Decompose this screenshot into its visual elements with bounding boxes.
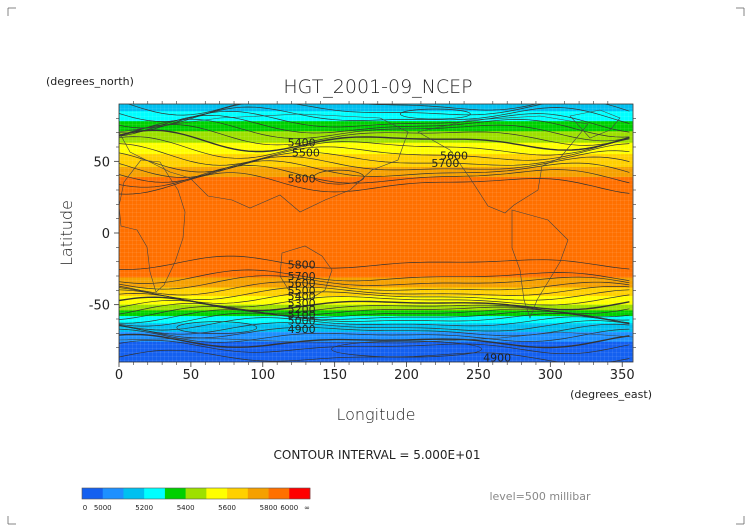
colorbar-label: 5800 [260, 504, 278, 512]
contour-line [119, 150, 630, 173]
x-axis-label: Longitude [336, 405, 415, 424]
contour-label: 5800 [288, 173, 316, 186]
contour-line [119, 275, 630, 290]
contour-label: 5700 [431, 157, 459, 170]
x-tick-label: 350 [610, 368, 635, 383]
colorbar-label: 5600 [218, 504, 236, 512]
y-axis: 50 0 -50 [89, 118, 636, 348]
x-tick-label: 150 [322, 368, 347, 383]
colorbar-swatch [164, 488, 186, 499]
contour-line [119, 328, 630, 343]
contour-line [119, 136, 630, 159]
contour-line [119, 309, 630, 324]
contour-line [119, 110, 630, 134]
x-tick-label: 250 [466, 368, 491, 383]
contour-line [119, 289, 630, 304]
contour-interval-text: CONTOUR INTERVAL = 5.000E+01 [274, 448, 481, 462]
contour-line [119, 281, 630, 296]
colorbar-swatch [123, 488, 145, 499]
contour-line [119, 312, 630, 327]
colorbar-swatch [185, 488, 207, 499]
colorbar-label: 5400 [177, 504, 195, 512]
y-tick-label: 0 [102, 227, 110, 242]
contour-line [119, 172, 630, 195]
contour-label: 5200 [288, 303, 316, 316]
contour-line [119, 316, 630, 331]
colorbar: 0 5000 5200 5400 5600 5800 6000 ∞ [81, 487, 311, 512]
contour-line [119, 320, 630, 335]
contour-line [119, 323, 630, 339]
page-corner-marks [7, 7, 745, 525]
x-tick-label: 0 [115, 368, 123, 383]
contour-label: 5300 [288, 297, 316, 310]
closed-contour [399, 108, 471, 120]
contour-line [119, 106, 630, 129]
contour-line [119, 339, 630, 355]
contour-label: 5500 [292, 147, 320, 160]
contour-label: 5800 [288, 259, 316, 272]
contour-line [119, 114, 630, 138]
contour-label: 5700 [288, 270, 316, 283]
colorbar-swatch [102, 488, 124, 499]
contour-line [119, 160, 630, 183]
colorbar-label: 6000 [280, 504, 298, 512]
y-tick-label: 50 [93, 155, 110, 170]
contour-line [119, 269, 630, 284]
x-tick-label: 50 [183, 368, 200, 383]
colorbar-swatch [206, 488, 228, 499]
contour-line [119, 129, 630, 153]
contour-line [119, 143, 630, 166]
y-axis-label: Latitude [57, 200, 76, 266]
level-text: level=500 millibar [489, 490, 591, 503]
x-tick-label: 200 [394, 368, 419, 383]
contour-label: 5400 [288, 290, 316, 303]
contour-label: 5100 [288, 309, 316, 322]
closed-contour [331, 340, 482, 358]
contour-label: 5600 [440, 150, 468, 163]
contour-label: 5000 [288, 314, 316, 327]
contour-label: 4900 [288, 323, 316, 336]
colorbar-label: ∞ [304, 504, 310, 512]
x-tick-label: 100 [250, 368, 275, 383]
contour-label: 5400 [288, 137, 316, 150]
closed-contour [176, 321, 258, 334]
colorbar-swatch [289, 488, 311, 499]
y-tick-label: -50 [89, 299, 110, 314]
chart-title: HGT_2001-09_NCEP [283, 76, 472, 98]
colorbar-label: 5200 [135, 504, 153, 512]
x-tick-label: 300 [538, 368, 563, 383]
colorbar-swatch [268, 488, 290, 499]
colorbar-swatch [227, 488, 249, 499]
x-units-label: (degrees_east) [570, 388, 652, 401]
colorbar-label: 0 [83, 504, 87, 512]
y-units-label: (degrees_north) [46, 75, 134, 88]
contour-label: 5600 [288, 277, 316, 290]
colorbar-swatch [144, 488, 166, 499]
colorbar-swatch [82, 488, 104, 499]
x-axis: 0 50 100 150 200 250 300 350 [115, 101, 635, 383]
contour-line [127, 104, 538, 116]
colorbar-label: 5000 [94, 504, 112, 512]
contour-line [119, 349, 630, 362]
colorbar-swatch [247, 488, 269, 499]
contour-label: 4900 [483, 352, 511, 365]
contour-line [119, 255, 630, 270]
contour-line [119, 293, 630, 308]
contour-line [119, 285, 630, 300]
contour-line [119, 124, 630, 146]
coastlines [119, 109, 633, 344]
contour-line [119, 165, 630, 188]
contour-lines [119, 104, 630, 362]
colorbar-frame [81, 487, 311, 500]
contour-label: 5500 [288, 284, 316, 297]
contour-line [119, 333, 630, 349]
